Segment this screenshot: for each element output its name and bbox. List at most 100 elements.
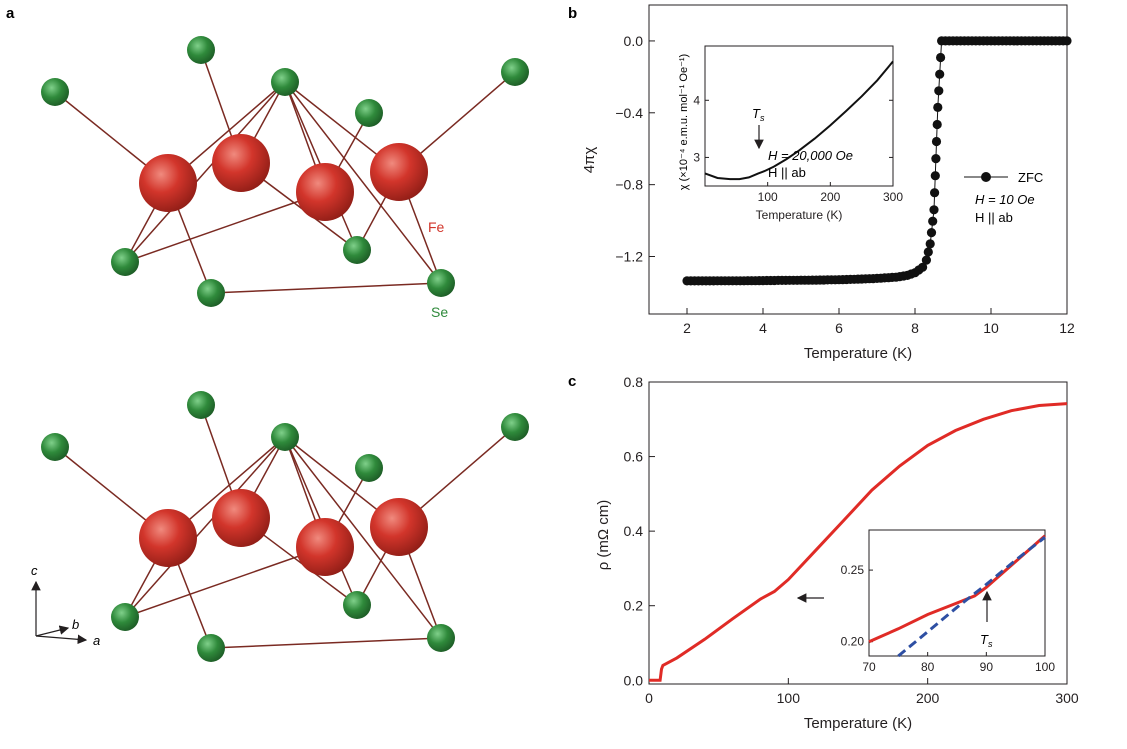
b-point-62 <box>918 262 928 272</box>
ci-ytick-label-0: 0.20 <box>841 635 865 649</box>
b-point-66 <box>926 228 937 238</box>
svg-text:Ts: Ts <box>752 106 765 123</box>
b-xtick-label-3: 8 <box>911 320 919 336</box>
inset-orientation-text: H || ab <box>768 165 806 180</box>
se-atom <box>343 236 371 264</box>
se-atom <box>187 36 215 64</box>
chart-b-ticks <box>649 40 1068 314</box>
fe-atom <box>296 518 354 576</box>
chart-c-inset-frame <box>868 529 1046 657</box>
axis-b-label: b <box>72 617 79 632</box>
svg-text:Ts: Ts <box>980 632 993 649</box>
chart-b: 2 4 6 8 10 120.0−0.4−0.8−1.2 Temperature (K) … <box>581 4 1075 362</box>
se-atom <box>41 78 69 106</box>
chart-b-inset-annotation: Ts <box>752 106 765 150</box>
b-point-63 <box>921 255 932 265</box>
se-label: Se <box>431 304 448 320</box>
b-point-67 <box>928 216 938 226</box>
fe-atom <box>139 154 197 212</box>
b-xtick-label-4: 10 <box>983 320 999 336</box>
se-atom <box>501 413 529 441</box>
c-xtick-label-2: 200 <box>916 690 940 706</box>
ci-xtick-label-2: 90 <box>980 660 994 674</box>
se-atom <box>271 68 299 96</box>
chart-b-points <box>682 36 1072 286</box>
chart-b-legend: ZFC H = 10 Oe H || ab <box>964 170 1043 225</box>
bond <box>284 436 442 639</box>
ci-xtick-label-3: 100 <box>1035 660 1055 674</box>
b-point-70 <box>930 171 940 181</box>
c-ytick-label-0: 0.0 <box>624 672 644 688</box>
legend-zfc: ZFC <box>1018 170 1043 185</box>
c-ytick-label-2: 0.4 <box>624 523 644 539</box>
se-atom <box>427 269 455 297</box>
ts-label: T <box>752 106 761 121</box>
c-xtick-label-0: 0 <box>645 690 653 706</box>
fe-label: Fe <box>428 219 445 235</box>
crystal-structure-bottom <box>41 391 529 662</box>
fe-atom <box>370 143 428 201</box>
chart-c-tick-labels: 0 100 200 300 0.0 0.2 0.4 0.6 0.8 <box>624 374 1079 706</box>
fe-atom <box>212 489 270 547</box>
fe-atom <box>139 509 197 567</box>
b-point-111 <box>1062 36 1072 46</box>
chart-b-inset-ticks <box>705 99 894 186</box>
c-ytick-label-3: 0.6 <box>624 449 644 465</box>
chart-c-inset: 70 80 90 100 0.20 0.25 Ts <box>841 529 1056 674</box>
legend-field: H = 10 Oe <box>975 192 1035 207</box>
bi-xtick-label-1: 200 <box>820 190 840 204</box>
b-ytick-label-2: −0.8 <box>615 177 643 193</box>
b-point-71 <box>931 154 941 164</box>
fe-atom <box>370 498 428 556</box>
ts-sub-c: s <box>988 639 993 649</box>
se-atom <box>197 279 225 307</box>
c-xtick-label-1: 100 <box>777 690 801 706</box>
se-atom <box>501 58 529 86</box>
bond <box>124 191 326 263</box>
bi-xtick-label-0: 100 <box>758 190 778 204</box>
b-ytick-label-1: −0.4 <box>615 105 643 121</box>
b-ytick-label-0: 0.0 <box>624 33 644 49</box>
fe-atom <box>212 134 270 192</box>
panel-letter-c: c <box>568 373 576 390</box>
bond <box>210 282 442 294</box>
ts-sub: s <box>760 113 765 123</box>
chart-b-ylabel: 4πχ <box>581 147 598 174</box>
chart-b-inset-ylabel: χ (×10⁻⁴ e.m.u. mol⁻¹ Oe⁻¹) <box>678 54 690 190</box>
chart-b-xlabel: Temperature (K) <box>804 345 912 362</box>
chart-b-inset-xlabel: Temperature (K) <box>756 208 843 222</box>
se-atom <box>271 423 299 451</box>
se-atom <box>111 248 139 276</box>
se-atom <box>187 391 215 419</box>
inset-field-text: H = 20,000 Oe <box>768 148 853 163</box>
b-xtick-label-2: 6 <box>835 320 843 336</box>
b-ytick-label-3: −1.2 <box>615 249 643 265</box>
chart-b-inset-frame <box>704 45 894 187</box>
lattice-axes-indicator: c b a <box>31 563 100 648</box>
chart-c: 0 100 200 300 0.0 0.2 0.4 0.6 0.8 Temperature (K… <box>595 374 1079 732</box>
bond <box>124 436 286 618</box>
chart-c-inset-lines <box>868 534 1046 658</box>
chart-c-inset-tick-labels: 70 80 90 100 0.20 0.25 <box>841 563 1056 674</box>
b-point-74 <box>933 102 943 112</box>
b-point-68 <box>929 205 939 215</box>
b-xtick-label-1: 4 <box>759 320 767 336</box>
b-point-75 <box>934 86 944 96</box>
se-atom <box>41 433 69 461</box>
b-xtick-label-0: 2 <box>683 320 691 336</box>
se-atom <box>355 454 383 482</box>
se-atom <box>355 99 383 127</box>
legend-orientation: H || ab <box>975 210 1013 225</box>
b-xtick-label-5: 12 <box>1059 320 1075 336</box>
fe-atom <box>296 163 354 221</box>
bi-ytick-label-0: 3 <box>693 150 700 164</box>
ts-label-c: T <box>980 632 989 647</box>
chart-c-inset-annotation: Ts <box>980 590 993 649</box>
ci-xtick-label-0: 70 <box>862 660 876 674</box>
panel-letter-a: a <box>6 5 15 22</box>
bond <box>284 81 442 284</box>
b-point-69 <box>930 188 940 198</box>
chart-c-ylabel: ρ (mΩ cm) <box>595 500 612 571</box>
chart-b-tick-labels: 2 4 6 8 10 12 0.0 −0.4 −0.8 −1.2 <box>615 33 1075 336</box>
b-point-76 <box>935 69 945 79</box>
